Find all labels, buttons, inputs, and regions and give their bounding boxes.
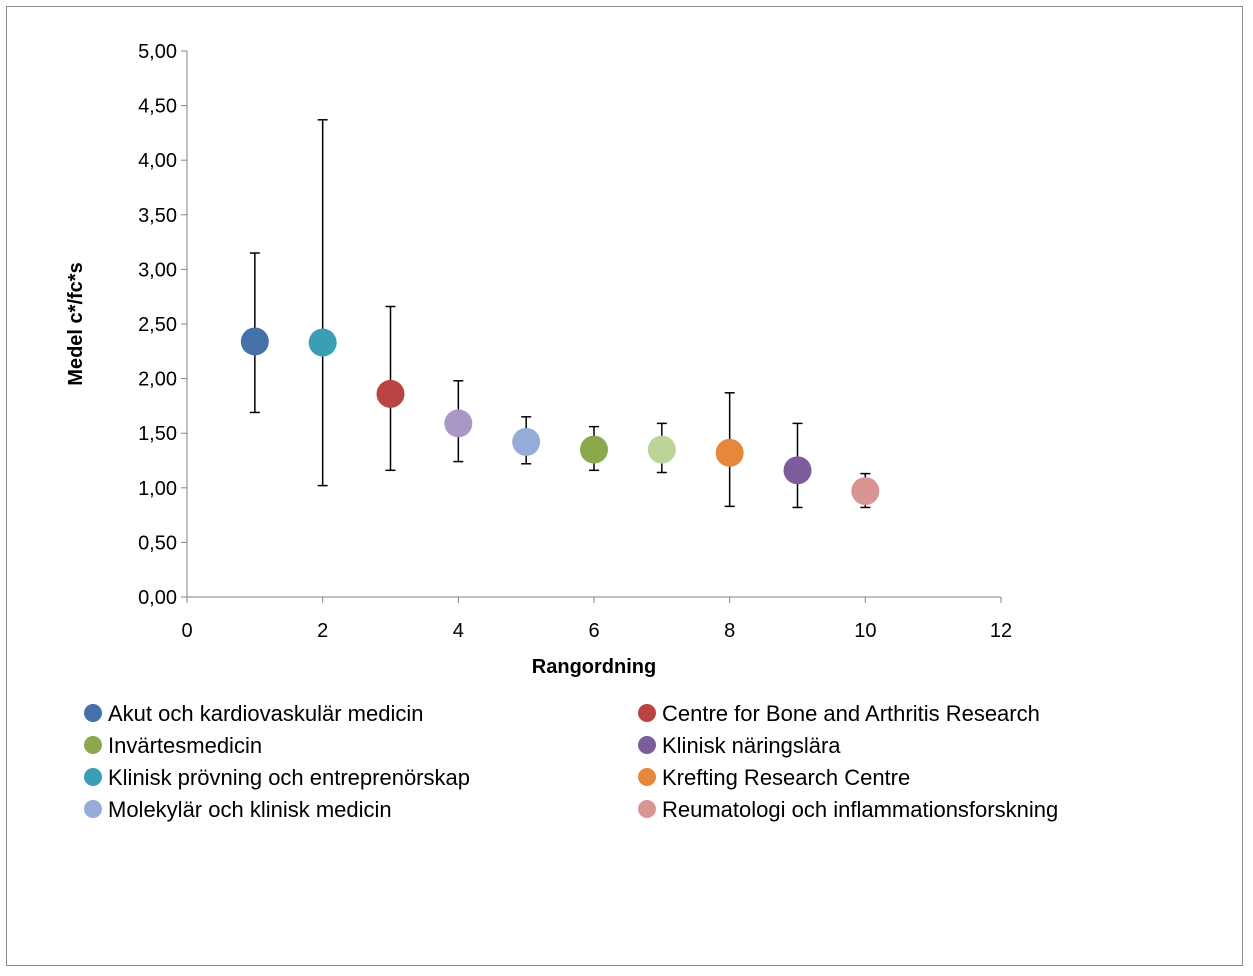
y-ticks: 0,00 0,50 1,00 1,50 2,00 2,50 3,00 3,50 4,00 4,50…: [138, 41, 187, 609]
data-point: [783, 456, 812, 485]
chart-frame: [6, 6, 1243, 966]
x-tick-label: 8: [724, 620, 735, 642]
legend: Akut och kardiovaskulär medicin Centre fo…: [84, 701, 1058, 822]
y-tick-label: 4,00: [138, 150, 177, 172]
data-point: [512, 427, 541, 456]
legend-label: Reumatologi och inflammationsforskning: [662, 797, 1058, 822]
y-tick-label: 1,00: [138, 478, 177, 500]
x-tick-label: 6: [588, 620, 599, 642]
legend-marker: [84, 704, 102, 722]
legend-marker: [84, 800, 102, 818]
x-tick-label: 4: [453, 620, 464, 642]
y-tick-label: 1,50: [138, 423, 177, 445]
data-point: [308, 328, 337, 357]
x-tick-label: 0: [181, 620, 192, 642]
legend-label: Invärtesmedicin: [108, 733, 262, 758]
y-tick-label: 3,00: [138, 259, 177, 281]
y-tick-label: 0,00: [138, 587, 177, 609]
legend-marker: [638, 736, 656, 754]
legend-marker: [84, 736, 102, 754]
legend-label: Molekylär och klinisk medicin: [108, 797, 392, 822]
legend-marker: [638, 800, 656, 818]
legend-label: Centre for Bone and Arthritis Research: [662, 701, 1040, 726]
data-points: [240, 327, 880, 506]
legend-marker: [638, 768, 656, 786]
legend-label: Akut och kardiovaskulär medicin: [108, 701, 423, 726]
y-tick-label: 5,00: [138, 41, 177, 63]
legend-marker: [84, 768, 102, 786]
x-tick-label: 10: [854, 620, 876, 642]
legend-label: Krefting Research Centre: [662, 765, 910, 790]
x-ticks: 0 2 4 6 8 10 12: [181, 597, 1012, 642]
data-point: [715, 438, 744, 467]
y-tick-label: 0,50: [138, 532, 177, 554]
data-point: [376, 379, 405, 408]
data-point: [240, 327, 269, 356]
y-tick-label: 2,50: [138, 314, 177, 336]
y-tick-label: 4,50: [138, 96, 177, 118]
data-point: [851, 477, 880, 506]
error-bars: [249, 119, 871, 509]
x-tick-label: 12: [990, 620, 1012, 642]
y-axis-title: Medel c*/fc*s: [65, 262, 87, 385]
y-tick-label: 2,00: [138, 369, 177, 391]
axes: [186, 51, 1001, 598]
legend-label: Klinisk näringslära: [662, 733, 841, 758]
x-tick-label: 2: [317, 620, 328, 642]
x-axis-title: Rangordning: [532, 656, 656, 678]
legend-label: Klinisk prövning och entreprenörskap: [108, 765, 470, 790]
data-point: [444, 409, 473, 438]
y-tick-label: 3,50: [138, 205, 177, 227]
legend-marker: [638, 704, 656, 722]
data-point: [580, 435, 608, 464]
data-point: [647, 435, 676, 464]
